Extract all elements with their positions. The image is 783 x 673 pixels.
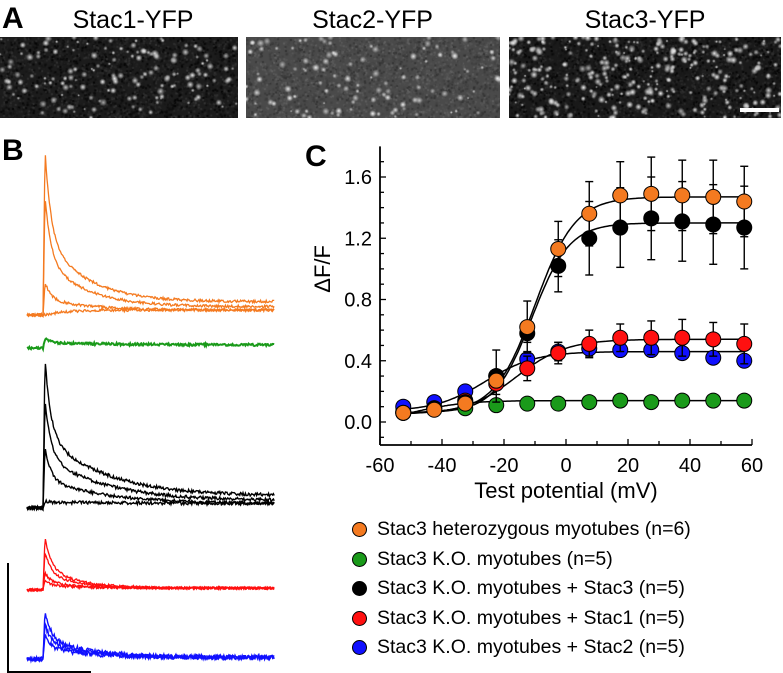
y-axis-label: ΔF/F xyxy=(310,245,335,293)
x-tick-label: -60 xyxy=(366,455,395,477)
fluorescence-trace xyxy=(26,403,275,512)
legend-marker xyxy=(352,581,367,597)
panel-c-label: C xyxy=(305,140,327,173)
fit-curve xyxy=(403,222,745,414)
dose-response-chart: 0.0 0.4 0.8 1.2 1.6 -60 -40 -20 0 20 40 60 Test pote… xyxy=(310,146,763,503)
fluorescence-trace xyxy=(26,448,275,512)
data-point xyxy=(705,331,722,348)
data-point xyxy=(612,392,629,409)
image-title-stac2: Stac2-YFP xyxy=(312,6,433,34)
image-title-stac3: Stac3-YFP xyxy=(584,6,706,34)
chart-legend: Stac3 heterozygous myotubes (n=6) Stac3 … xyxy=(352,515,691,663)
fit-curve xyxy=(403,196,745,414)
image-title-stac1: Stac1-YFP xyxy=(72,6,194,34)
data-point xyxy=(643,329,660,346)
legend-label: Stac3 K.O. myotubes + Stac2 (n=5) xyxy=(377,636,685,659)
data-point xyxy=(705,188,722,205)
data-point xyxy=(519,395,536,412)
fluorescence-trace xyxy=(26,306,275,318)
data-point xyxy=(643,185,660,202)
legend-label: Stac3 K.O. myotubes + Stac1 (n=5) xyxy=(377,606,685,629)
data-point xyxy=(736,335,753,352)
fluorescence-trace xyxy=(26,613,275,663)
fluorescence-trace xyxy=(26,579,275,593)
microscopy-image-stac2 xyxy=(246,37,500,118)
y-tick-label: 1.6 xyxy=(344,167,372,189)
legend-marker xyxy=(352,610,367,626)
x-tick-label: -20 xyxy=(490,455,519,477)
data-point xyxy=(612,187,629,204)
data-point xyxy=(674,329,691,346)
legend-marker xyxy=(352,522,367,538)
fluorescence-trace xyxy=(26,155,275,319)
y-tick-label: 0.8 xyxy=(344,290,372,312)
calcium-traces xyxy=(7,155,275,673)
data-point xyxy=(612,329,629,346)
legend-marker xyxy=(352,551,367,567)
data-point xyxy=(395,404,412,421)
data-point xyxy=(674,187,691,204)
legend-marker xyxy=(352,640,367,656)
fit-curve xyxy=(403,399,745,415)
data-point xyxy=(674,392,691,409)
fluorescence-trace xyxy=(26,201,275,318)
x-tick-label: 0 xyxy=(560,455,571,477)
legend-label: Stac3 K.O. myotubes (n=5) xyxy=(377,547,613,570)
fluorescence-trace xyxy=(26,538,275,593)
data-point xyxy=(581,205,598,222)
y-tick-label: 0.0 xyxy=(344,412,372,434)
y-tick-label: 0.4 xyxy=(344,351,372,373)
series-2 xyxy=(395,176,753,421)
data-point xyxy=(488,372,505,389)
legend-item-ko-stac3: Stac3 K.O. myotubes + Stac3 (n=5) xyxy=(352,574,691,604)
microscopy-image-stac1 xyxy=(0,37,238,118)
data-point xyxy=(519,319,536,336)
scale-bar xyxy=(740,108,779,112)
data-point xyxy=(581,335,598,352)
data-point xyxy=(581,394,598,411)
legend-item-ko: Stac3 K.O. myotubes (n=5) xyxy=(352,545,691,575)
data-point xyxy=(550,345,567,362)
fluorescence-trace xyxy=(26,634,275,664)
x-axis-label: Test potential (mV) xyxy=(474,478,657,503)
data-point xyxy=(643,394,660,411)
data-point xyxy=(457,395,474,412)
data-point xyxy=(705,392,722,409)
legend-item-ko-stac1: Stac3 K.O. myotubes + Stac1 (n=5) xyxy=(352,604,691,634)
x-tick-label: -40 xyxy=(428,455,457,477)
fluorescence-trace xyxy=(26,337,275,353)
fit-curve xyxy=(403,338,745,415)
y-tick-label: 1.2 xyxy=(344,228,372,250)
data-point xyxy=(519,360,536,377)
x-tick-label: 60 xyxy=(741,455,763,477)
legend-item-heterozygous: Stac3 heterozygous myotubes (n=6) xyxy=(352,515,691,545)
legend-label: Stac3 K.O. myotubes + Stac3 (n=5) xyxy=(377,577,685,600)
panel-a-label: A xyxy=(2,2,24,35)
data-point xyxy=(426,401,443,418)
microscopy-image-stac3 xyxy=(509,37,781,118)
fluorescence-trace xyxy=(26,498,275,512)
x-tick-label: 20 xyxy=(617,455,639,477)
fluorescence-trace xyxy=(26,363,275,512)
x-tick-label: 40 xyxy=(679,455,701,477)
panel-b-label: B xyxy=(2,134,24,167)
data-point xyxy=(550,240,567,257)
data-point xyxy=(550,395,567,412)
legend-label: Stac3 heterozygous myotubes (n=6) xyxy=(377,518,691,541)
data-point xyxy=(736,392,753,409)
series-0 xyxy=(395,156,753,421)
data-point xyxy=(736,193,753,210)
legend-item-ko-stac2: Stac3 K.O. myotubes + Stac2 (n=5) xyxy=(352,633,691,663)
